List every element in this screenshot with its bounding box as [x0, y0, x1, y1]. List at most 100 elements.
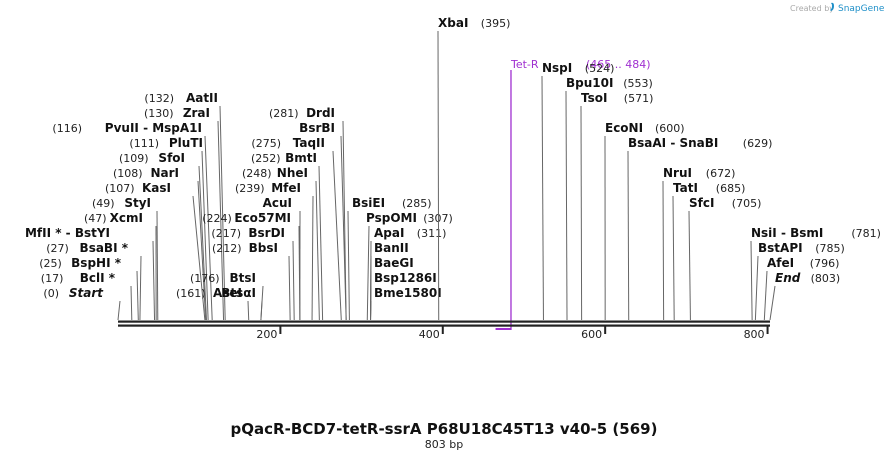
site-kasi[interactable]: KasI (107) [105, 181, 206, 321]
site-bsaai-snabi[interactable]: BsaAI - SnaBI (629) [627, 136, 773, 321]
site-position: (111) [129, 137, 159, 150]
site-position: (108) [113, 167, 143, 180]
site-bts-i[interactable]: BtsαI [221, 286, 263, 321]
site-lead-line [156, 210, 159, 321]
site-position: (553) [623, 77, 653, 90]
site-lead-line [217, 120, 225, 321]
site-eco57mi[interactable]: Eco57MI(224) [202, 211, 301, 321]
site-position: (524) [585, 62, 615, 75]
feature-range: (465 .. 484) [586, 58, 651, 71]
site-lead-line [192, 195, 206, 321]
site-name: ApaI [374, 226, 404, 240]
site-zrai[interactable]: ZraI (130) [144, 106, 225, 321]
site-lead-line [366, 225, 370, 321]
site-lead-line [627, 150, 630, 321]
site-lead-line [672, 195, 675, 321]
site-bsabi[interactable]: BsaBI * (27) [46, 241, 142, 321]
site-tsoi[interactable]: TsoI (571) [580, 91, 653, 321]
site-name: AcuI [263, 196, 292, 210]
site-bsiei[interactable]: BsiEI (285) [347, 196, 432, 321]
site-mfii-bstyi[interactable]: MfII * - BstYI(45) [0, 226, 156, 321]
site-position: (27) [46, 242, 69, 255]
site-lead-line [288, 255, 291, 321]
site-bcli[interactable]: BclI * (17) [41, 271, 133, 321]
site-lead-line [139, 255, 142, 321]
site-lead-line [565, 90, 568, 321]
site-position: (629) [743, 137, 773, 150]
site-name: BmtI [285, 151, 317, 165]
site-position: (252) [251, 152, 281, 165]
snapgene-logo-icon [830, 2, 834, 11]
site-lead-line [754, 255, 759, 321]
site-position: (107) [105, 182, 135, 195]
site-nari[interactable]: NarI (108) [113, 166, 207, 321]
site-name: NarI [150, 166, 179, 180]
restriction-sites: Start (0) BclI * (17) BspHI * (25) BsaBI * (27)… [0, 16, 881, 321]
site-lead-line [260, 300, 263, 321]
site-bmti[interactable]: BmtI (252) [251, 151, 324, 321]
site-econi[interactable]: EcoNI (600) [604, 121, 685, 321]
sequence-axis: 200 400 600 800 [256, 326, 769, 341]
site-taqii[interactable]: TaqII (275) [251, 136, 342, 321]
site-bsphi[interactable]: BspHI * (25) [39, 256, 139, 321]
site-bme1580i[interactable]: Bme1580I [370, 286, 442, 321]
site-sfci[interactable]: SfcI (705) [688, 196, 762, 321]
site-position: (25) [39, 257, 62, 270]
site-bstapi[interactable]: BstAPI (785) [754, 241, 845, 321]
site-name: PvuII - MspA1I [105, 121, 202, 135]
site-name: XcmI [110, 211, 143, 225]
sequence-length: 803 bp [425, 438, 463, 451]
site-lead-line [201, 150, 209, 321]
site-nrui[interactable]: NruI (672) [662, 166, 735, 321]
site-bbsi[interactable]: BbsI (212) [212, 241, 291, 321]
site-name: PluTI [169, 136, 203, 150]
site-btsi[interactable]: BtsI (176) [190, 271, 264, 321]
site-start[interactable]: Start (0) [43, 286, 121, 321]
site-end[interactable]: End (803) [769, 271, 841, 321]
site-pvuii-mspa1i[interactable]: PvuII - MspA1I (116) [52, 121, 213, 321]
site-afei[interactable]: AfeI (796) [763, 256, 839, 321]
site-name: BsaBI * [80, 241, 129, 255]
site-acui[interactable]: AcuI [263, 196, 301, 321]
site-mfei[interactable]: MfeI (239) [235, 181, 314, 321]
site-xcmi[interactable]: XcmI(47) [84, 211, 157, 321]
site-position: (395) [481, 17, 511, 30]
feature-bar[interactable] [495, 328, 511, 330]
site-aatii[interactable]: AatII (132) [144, 91, 226, 321]
site-name: StyI [124, 196, 151, 210]
site-xbai[interactable]: XbaI (395) [437, 16, 511, 321]
site-position: (248) [242, 167, 272, 180]
site-tati[interactable]: TatI (685) [672, 181, 745, 321]
site-position: (132) [144, 92, 174, 105]
site-pluti[interactable]: PluTI (111) [129, 136, 209, 321]
site-lead-line [541, 75, 544, 321]
site-nspi[interactable]: NspI (524) [541, 61, 615, 321]
site-position: (176) [190, 272, 220, 285]
site-drdi[interactable]: DrdI (281) [269, 106, 347, 321]
site-asei[interactable]: AseI (161) [176, 286, 250, 321]
site-lead-line [247, 300, 250, 321]
site-name: XbaI [438, 16, 468, 30]
site-name: BspHI * [71, 256, 122, 270]
site-nsii-bsmi[interactable]: NsiI - BsmI (781) [750, 226, 881, 321]
site-position: (803) [811, 272, 841, 285]
site-styi[interactable]: StyI (49) [92, 196, 159, 321]
feature-tet-r[interactable]: Tet-R (465 .. 484) [495, 58, 651, 330]
site-bpu10i[interactable]: Bpu10I (553) [565, 76, 653, 321]
site-name: BsrBI [299, 121, 335, 135]
site-position: (705) [732, 197, 762, 210]
site-nhei[interactable]: NheI (248) [242, 166, 320, 321]
credit-prefix: Created by [790, 4, 834, 13]
site-name: ZraI [183, 106, 210, 120]
site-name: TaqII [293, 136, 325, 150]
site-name: Bpu10I [566, 76, 613, 90]
site-lead-line [292, 240, 295, 321]
site-lead-line [136, 270, 139, 321]
site-name: NheI [277, 166, 308, 180]
site-position: (239) [235, 182, 265, 195]
site-sfoi[interactable]: SfoI (109) [119, 151, 208, 321]
site-name: Eco57MI [234, 211, 291, 225]
site-bsrdi[interactable]: BsrDI (217) [211, 226, 295, 321]
site-position: (311) [417, 227, 447, 240]
